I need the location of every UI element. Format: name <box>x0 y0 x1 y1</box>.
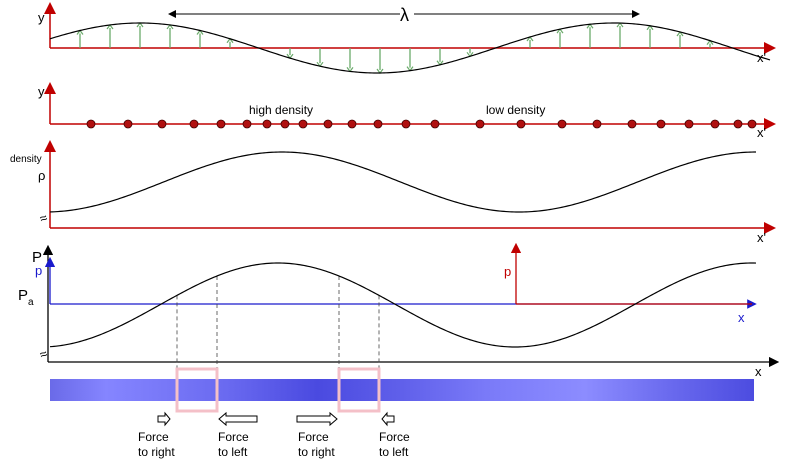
particle <box>557 119 567 129</box>
fluid-tube <box>50 379 754 401</box>
particle <box>347 119 357 129</box>
particle-panel: y x' high density low density <box>38 82 776 140</box>
p-red-label: p <box>504 264 511 279</box>
panel2-x-label: x' <box>757 125 766 140</box>
x-blue-label: x <box>738 310 745 325</box>
P-label: P <box>32 249 42 266</box>
particle <box>189 119 199 129</box>
force-arrow-2 <box>218 411 258 427</box>
particle <box>242 119 252 129</box>
particle <box>656 119 666 129</box>
density-panel: density ρ ≈ x' <box>10 140 776 245</box>
Pa-main: P <box>18 287 28 304</box>
high-density-label: high density <box>249 103 313 117</box>
force-label-2-line1: Force <box>218 430 249 444</box>
particle <box>401 119 411 129</box>
force-label-1-line1: Force <box>138 430 169 444</box>
displacement-panel: y x' λ <box>38 2 776 74</box>
particle <box>323 119 333 129</box>
particles <box>86 119 757 129</box>
rho-label: ρ <box>38 168 45 183</box>
pressure-panel: P p Pa p x x ≈ <box>18 242 780 379</box>
particle <box>592 119 602 129</box>
guide-lines <box>176 275 380 370</box>
panel4-x-label: x <box>755 364 762 379</box>
particle <box>684 119 694 129</box>
force-label-1-line2: to right <box>138 445 175 459</box>
displacement-curve <box>49 22 771 74</box>
panel3-x-label: x' <box>757 230 766 245</box>
p-label: p <box>35 263 42 278</box>
particle <box>86 119 96 129</box>
low-density-label: low density <box>486 103 545 117</box>
particle <box>733 119 743 129</box>
panel4-axis-break: ≈ <box>38 346 50 363</box>
force-arrow-4 <box>381 411 395 427</box>
particle <box>280 119 290 129</box>
Pa-subscript: a <box>28 297 34 308</box>
particle <box>262 119 272 129</box>
panel2-y-label: y <box>38 84 45 99</box>
density-curve <box>49 151 757 213</box>
force-label-3-line1: Force <box>298 430 329 444</box>
particle <box>298 119 308 129</box>
particle <box>627 119 637 129</box>
force-label-4-line1: Force <box>379 430 410 444</box>
particle <box>475 119 485 129</box>
particle <box>747 119 757 129</box>
fluid-element-2 <box>337 367 381 413</box>
force-label-4-line2: to left <box>379 445 409 459</box>
panel3-axis-break: ≈ <box>38 210 50 227</box>
particle <box>216 119 226 129</box>
particle <box>710 119 720 129</box>
wavelength-label: λ <box>400 5 409 25</box>
fluid-element-1 <box>175 367 219 413</box>
particle <box>430 119 440 129</box>
particle <box>123 119 133 129</box>
particle <box>516 119 526 129</box>
Pa-label: Pa <box>18 287 34 308</box>
pressure-curve <box>49 262 757 348</box>
particle <box>373 119 383 129</box>
force-arrow-3 <box>296 411 338 427</box>
panel1-y-label: y <box>38 10 45 25</box>
force-label-2-line2: to left <box>218 445 248 459</box>
particle <box>157 119 167 129</box>
force-label-3-line2: to right <box>298 445 335 459</box>
density-label: density <box>10 154 42 165</box>
force-arrow-1 <box>157 411 171 427</box>
